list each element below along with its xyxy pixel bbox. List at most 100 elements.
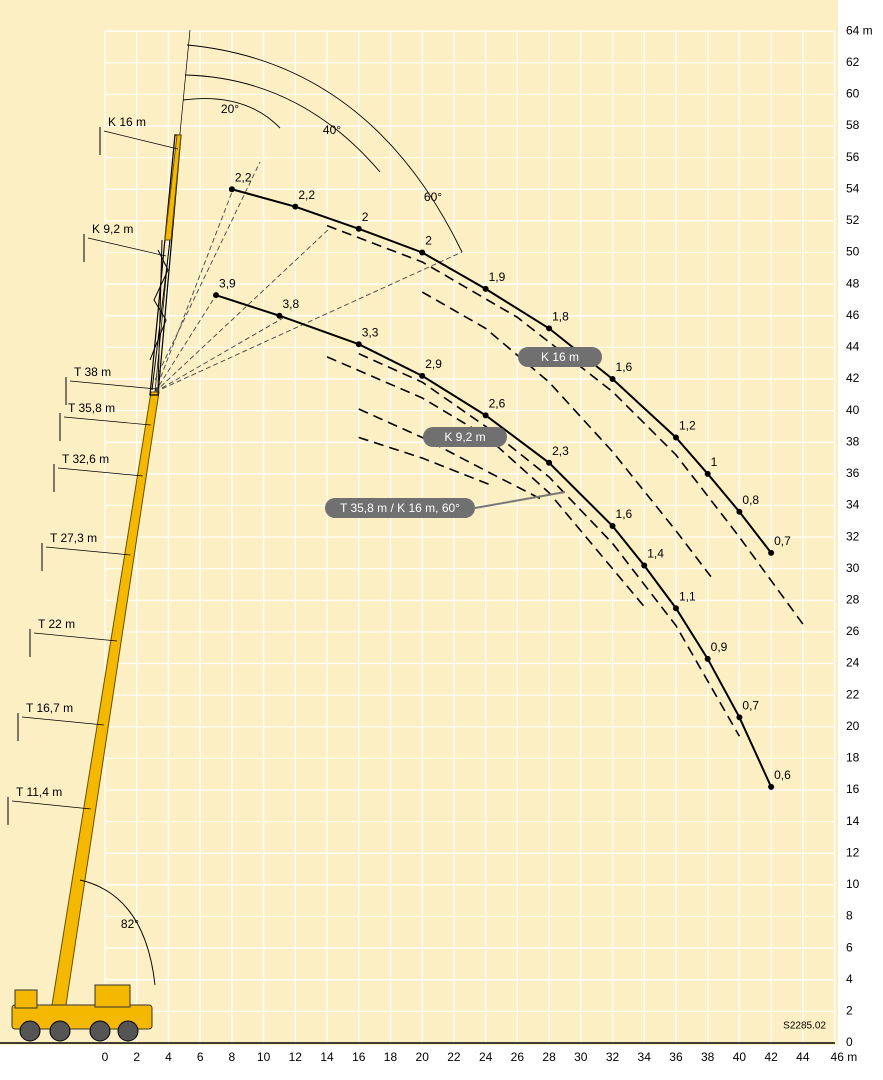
y-tick-label: 48: [846, 276, 860, 290]
load-label: 0,7: [774, 534, 791, 548]
y-tick-label: 50: [846, 245, 860, 259]
load-point: [276, 312, 283, 319]
load-point: [482, 412, 489, 419]
y-tick-label: 44: [846, 340, 860, 354]
y-tick-label: 32: [846, 529, 860, 543]
y-tick-label: 52: [846, 213, 860, 227]
y-tick-label: 60: [846, 87, 860, 101]
boom-length-marker: [57, 467, 143, 477]
x-tick-label: 34: [638, 1050, 652, 1064]
wheel: [49, 1020, 71, 1042]
load-label: 3,3: [362, 325, 379, 339]
load-label: 2,2: [298, 188, 315, 202]
load-label: 0,8: [742, 493, 759, 507]
boom-length-label: K 16 m: [108, 115, 146, 129]
x-tick-label: 14: [320, 1050, 334, 1064]
y-tick-label: 2: [846, 1004, 853, 1018]
y-tick-label: 24: [846, 656, 860, 670]
reference-curve: [358, 408, 545, 502]
annotation: T 35,8 m / K 16 m, 60°: [340, 501, 460, 515]
load-label: 2: [425, 234, 432, 248]
boom-length-label: T 32,6 m: [62, 452, 109, 466]
y-tick-label: 28: [846, 592, 860, 606]
x-tick-label: 12: [289, 1050, 303, 1064]
reference-curve: [326, 356, 645, 608]
x-tick-label: 20: [416, 1050, 430, 1064]
boom-length-marker: [63, 416, 151, 426]
boom-length-marker: [45, 546, 131, 556]
load-point: [672, 434, 679, 441]
boom-length-marker: [103, 130, 179, 150]
x-tick-label: 18: [384, 1050, 398, 1064]
y-tick-label: 58: [846, 118, 860, 132]
y-tick-label: 46: [846, 308, 860, 322]
x-tick-label: 16: [352, 1050, 366, 1064]
load-point: [355, 225, 362, 232]
load-label: 2,9: [425, 357, 442, 371]
y-tick-label: 62: [846, 55, 860, 69]
x-tick-label: 24: [479, 1050, 493, 1064]
load-label: 2,6: [489, 397, 506, 411]
y-tick-label: 12: [846, 845, 860, 859]
boom-length-marker: [87, 237, 167, 257]
load-point: [419, 372, 426, 379]
load-label: 3,9: [219, 276, 236, 290]
drawing-code: S2285.02: [783, 1021, 826, 1032]
load-point: [641, 562, 648, 569]
angle-arcs: [79, 44, 463, 986]
angle-label: 40°: [323, 123, 341, 137]
load-label: 1,4: [647, 547, 664, 561]
load-point: [546, 325, 553, 332]
load-point: [768, 783, 775, 790]
boom-length-marker: [33, 632, 118, 642]
x-tick-label: 8: [229, 1050, 236, 1064]
boom-length-label: T 22 m: [38, 617, 75, 631]
boom-length-label: T 35,8 m: [68, 401, 115, 415]
load-label: 1,6: [616, 507, 633, 521]
boom-length-label: T 16,7 m: [26, 701, 73, 715]
load-label: 1,2: [679, 419, 696, 433]
y-tick-label: 8: [846, 909, 853, 923]
chart-background: [0, 0, 838, 1045]
y-tick-label: 20: [846, 719, 860, 733]
y-tick-label: 54: [846, 181, 860, 195]
x-tick-label: 0: [102, 1050, 109, 1064]
legend-label: K 9,2 m: [444, 430, 485, 444]
load-point: [704, 655, 711, 662]
x-tick-label: 36: [669, 1050, 683, 1064]
legend-pill: [518, 347, 602, 367]
y-tick-label: 42: [846, 371, 860, 385]
x-tick-label: 4: [165, 1050, 172, 1064]
y-tick-label: 18: [846, 751, 860, 765]
wheel: [19, 1020, 41, 1042]
y-tick-label: 22: [846, 687, 860, 701]
wheel: [117, 1020, 139, 1042]
reference-curve: [421, 291, 712, 578]
x-tick-label: 28: [542, 1050, 556, 1064]
angle-label: 20°: [221, 102, 239, 116]
x-tick-label: 32: [606, 1050, 620, 1064]
y-tick-label: 10: [846, 877, 860, 891]
x-tick-label: 26: [511, 1050, 525, 1064]
load-point: [292, 203, 299, 210]
load-label: 0,9: [711, 640, 728, 654]
load-point: [672, 605, 679, 612]
x-tick-label: 46 m: [831, 1050, 858, 1064]
x-tick-label: 10: [257, 1050, 271, 1064]
y-tick-label: 38: [846, 434, 860, 448]
y-tick-label: 64 m: [846, 23, 873, 37]
load-point: [482, 285, 489, 292]
boom-length-label: T 11,4 m: [16, 785, 62, 799]
load-label: 1,8: [552, 310, 569, 324]
load-point: [419, 249, 426, 256]
reference-curve: [358, 436, 491, 486]
load-point: [736, 508, 743, 515]
load-label: 2,3: [552, 444, 569, 458]
y-tick-label: 36: [846, 466, 860, 480]
crane-cab: [14, 989, 38, 1009]
y-tick-label: 34: [846, 498, 860, 512]
load-point: [213, 292, 220, 299]
y-tick-label: 56: [846, 150, 860, 164]
x-tick-label: 38: [701, 1050, 715, 1064]
load-point: [704, 470, 711, 477]
